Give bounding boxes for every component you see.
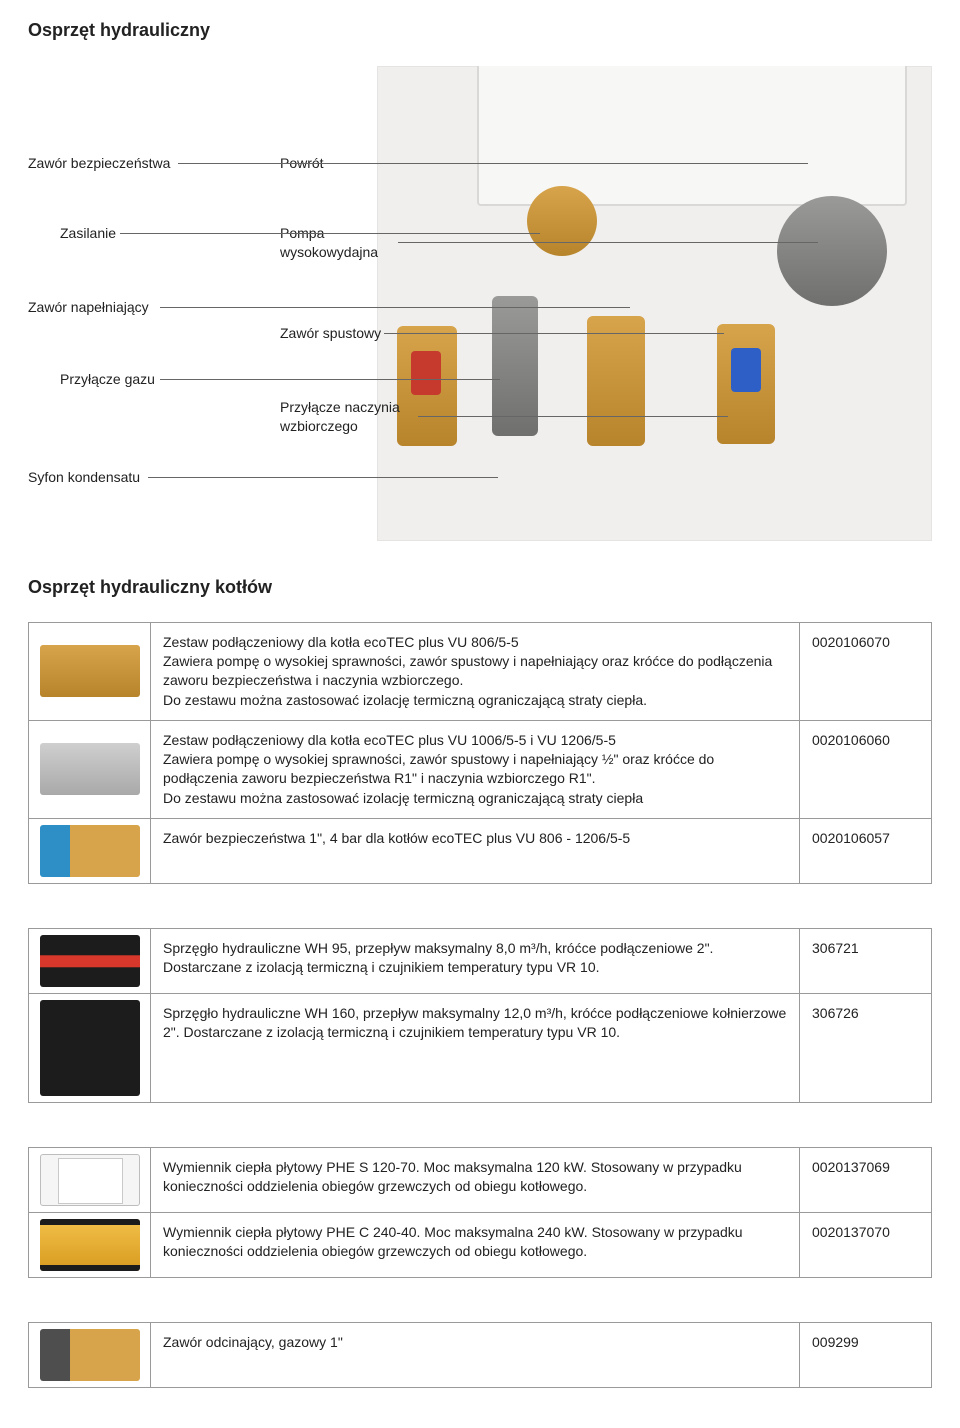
product-thumb-cell [29, 1213, 151, 1278]
label-fill-valve: Zawór napełniający [28, 298, 149, 317]
label-safety-valve: Zawór bezpieczeństwa [28, 154, 170, 173]
product-code: 0020106057 [800, 819, 932, 884]
product-code: 306721 [800, 929, 932, 994]
product-code: 0020106070 [800, 622, 932, 720]
label-siphon: Syfon kondensatu [28, 468, 140, 487]
table-row: Sprzęgło hydrauliczne WH 95, przepływ ma… [29, 929, 932, 994]
product-thumb-cell [29, 819, 151, 884]
product-description: Zawór odcinający, gazowy 1" [151, 1323, 800, 1388]
product-thumb-cell [29, 720, 151, 818]
table-row: Zawór bezpieczeństwa 1", 4 bar dla kotłó… [29, 819, 932, 884]
product-description: Zawór bezpieczeństwa 1", 4 bar dla kotłó… [151, 819, 800, 884]
product-table: Wymiennik ciepła płytowy PHE S 120-70. M… [28, 1147, 932, 1278]
product-code: 0020137069 [800, 1148, 932, 1213]
product-thumb [40, 645, 140, 697]
product-thumb-cell [29, 929, 151, 994]
label-drain-valve: Zawór spustowy [280, 324, 381, 343]
boiler-photo [377, 66, 932, 541]
table-row: Sprzęgło hydrauliczne WH 160, przepływ m… [29, 994, 932, 1103]
label-vessel-conn: Przyłącze naczynia wzbiorczego [280, 398, 400, 436]
product-thumb-cell [29, 1148, 151, 1213]
page-title: Osprzęt hydrauliczny [28, 18, 932, 42]
product-description: Sprzęgło hydrauliczne WH 160, przepływ m… [151, 994, 800, 1103]
product-code: 009299 [800, 1323, 932, 1388]
table-row: Zestaw podłączeniowy dla kotła ecoTEC pl… [29, 720, 932, 818]
product-code: 0020137070 [800, 1213, 932, 1278]
product-description: Sprzęgło hydrauliczne WH 95, przepływ ma… [151, 929, 800, 994]
product-code: 306726 [800, 994, 932, 1103]
product-table: Sprzęgło hydrauliczne WH 95, przepływ ma… [28, 928, 932, 1103]
product-thumb-cell [29, 622, 151, 720]
product-description: Zestaw podłączeniowy dla kotła ecoTEC pl… [151, 622, 800, 720]
product-description: Zestaw podłączeniowy dla kotła ecoTEC pl… [151, 720, 800, 818]
label-supply: Zasilanie [60, 224, 116, 243]
table-row: Zestaw podłączeniowy dla kotła ecoTEC pl… [29, 622, 932, 720]
product-thumb [40, 743, 140, 795]
product-tables: Zestaw podłączeniowy dla kotła ecoTEC pl… [28, 622, 932, 1389]
hydraulic-diagram: Zawór bezpieczeństwa Zasilanie Zawór nap… [28, 66, 932, 541]
table-row: Zawór odcinający, gazowy 1"009299 [29, 1323, 932, 1388]
product-thumb-cell [29, 994, 151, 1103]
label-gas-conn: Przyłącze gazu [60, 370, 155, 389]
product-table: Zestaw podłączeniowy dla kotła ecoTEC pl… [28, 622, 932, 885]
product-thumb [40, 1329, 140, 1381]
product-thumb [40, 1154, 140, 1206]
table-row: Wymiennik ciepła płytowy PHE C 240-40. M… [29, 1213, 932, 1278]
product-thumb-cell [29, 1323, 151, 1388]
label-pump: Pompa wysokowydajna [280, 224, 378, 262]
table-row: Wymiennik ciepła płytowy PHE S 120-70. M… [29, 1148, 932, 1213]
product-thumb [40, 1219, 140, 1271]
product-thumb [40, 825, 140, 877]
product-thumb [40, 935, 140, 987]
product-description: Wymiennik ciepła płytowy PHE C 240-40. M… [151, 1213, 800, 1278]
product-table: Zawór odcinający, gazowy 1"009299 [28, 1322, 932, 1388]
product-description: Wymiennik ciepła płytowy PHE S 120-70. M… [151, 1148, 800, 1213]
subsection-title: Osprzęt hydrauliczny kotłów [28, 575, 932, 599]
product-thumb [40, 1000, 140, 1096]
product-code: 0020106060 [800, 720, 932, 818]
